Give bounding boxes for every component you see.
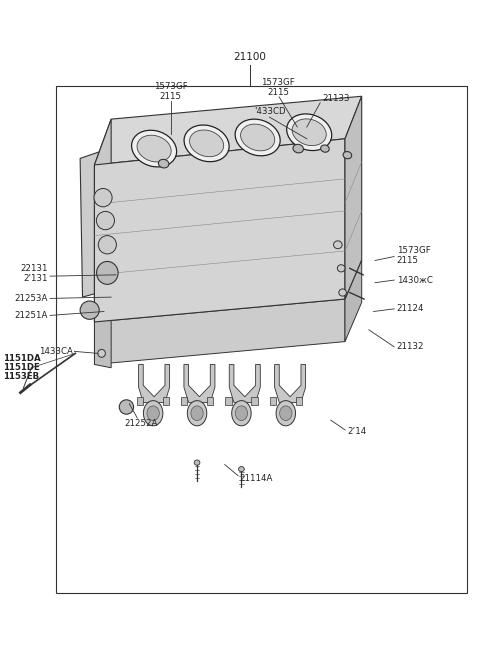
Text: 1430жC: 1430жC	[396, 275, 432, 284]
Text: 1573GF
2115: 1573GF 2115	[261, 78, 295, 97]
Text: 2’14: 2’14	[348, 426, 367, 436]
Text: 1153EB: 1153EB	[3, 373, 39, 382]
Polygon shape	[345, 260, 362, 342]
Text: 21114A: 21114A	[239, 474, 273, 484]
Polygon shape	[95, 119, 111, 322]
Polygon shape	[270, 397, 276, 405]
Ellipse shape	[132, 130, 177, 167]
Text: 21253A: 21253A	[15, 294, 48, 303]
Ellipse shape	[194, 460, 200, 465]
Ellipse shape	[96, 261, 118, 284]
Ellipse shape	[343, 152, 352, 159]
Ellipse shape	[235, 406, 248, 420]
Polygon shape	[296, 397, 302, 405]
Polygon shape	[251, 397, 258, 405]
Text: 1151DE: 1151DE	[3, 363, 39, 373]
Polygon shape	[137, 397, 144, 405]
Ellipse shape	[80, 301, 99, 319]
Text: 1151DA: 1151DA	[3, 354, 40, 363]
Text: 21133: 21133	[322, 94, 349, 102]
Ellipse shape	[287, 114, 332, 150]
Ellipse shape	[276, 401, 296, 426]
Text: 22131
2'131: 22131 2'131	[21, 264, 48, 283]
Polygon shape	[95, 299, 345, 365]
Ellipse shape	[144, 401, 163, 426]
Ellipse shape	[239, 466, 244, 472]
Ellipse shape	[94, 189, 112, 207]
Text: '433CD: '433CD	[254, 107, 286, 116]
Text: 21252A: 21252A	[124, 419, 158, 428]
Text: 21132: 21132	[396, 342, 424, 351]
Polygon shape	[95, 283, 111, 368]
Polygon shape	[139, 365, 169, 403]
Ellipse shape	[240, 124, 275, 151]
Ellipse shape	[187, 401, 207, 426]
Ellipse shape	[147, 406, 159, 420]
Text: 1573GF
2115: 1573GF 2115	[396, 246, 430, 265]
Ellipse shape	[98, 236, 116, 254]
Ellipse shape	[293, 145, 303, 153]
Ellipse shape	[232, 401, 251, 426]
Polygon shape	[229, 365, 260, 403]
Text: 21100: 21100	[233, 52, 266, 62]
Polygon shape	[345, 97, 362, 299]
Polygon shape	[181, 397, 187, 405]
Polygon shape	[225, 397, 232, 405]
Ellipse shape	[190, 130, 224, 157]
Ellipse shape	[280, 406, 292, 420]
Ellipse shape	[321, 145, 329, 152]
Polygon shape	[207, 397, 213, 405]
Ellipse shape	[292, 119, 326, 146]
Polygon shape	[184, 365, 215, 403]
Ellipse shape	[137, 135, 171, 162]
Ellipse shape	[339, 289, 347, 296]
Ellipse shape	[334, 241, 342, 249]
Polygon shape	[275, 365, 306, 403]
Ellipse shape	[96, 212, 115, 230]
Polygon shape	[95, 97, 362, 165]
Ellipse shape	[184, 125, 229, 162]
Text: 1433CA: 1433CA	[39, 347, 73, 356]
Ellipse shape	[191, 406, 203, 420]
Ellipse shape	[119, 400, 133, 414]
Bar	[56, 87, 467, 593]
Polygon shape	[163, 397, 169, 405]
Text: 21251A: 21251A	[15, 311, 48, 320]
Text: 21124: 21124	[396, 304, 424, 313]
Polygon shape	[95, 139, 345, 322]
Ellipse shape	[337, 265, 345, 272]
Polygon shape	[80, 152, 99, 297]
Text: 1573GF
2115: 1573GF 2115	[154, 82, 188, 101]
Ellipse shape	[235, 119, 280, 156]
Ellipse shape	[158, 160, 169, 168]
Ellipse shape	[98, 350, 106, 357]
